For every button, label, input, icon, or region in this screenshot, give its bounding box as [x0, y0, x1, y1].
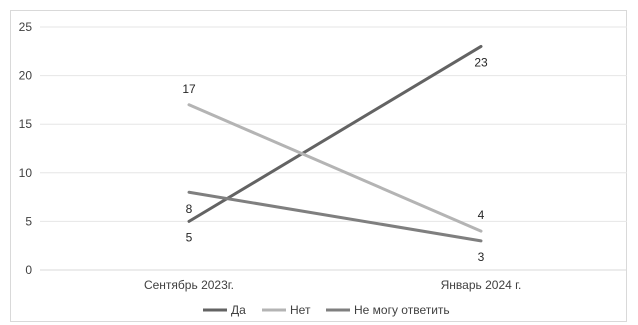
y-tick-label: 25 — [19, 20, 33, 34]
y-tick-label: 20 — [19, 69, 33, 83]
legend-label: Не могу ответить — [354, 303, 450, 317]
x-tick-label: Январь 2024 г. — [441, 278, 522, 292]
legend: Да Нет Не могу ответить — [203, 303, 450, 317]
data-label: 17 — [182, 82, 196, 96]
y-tick-label: 0 — [25, 263, 32, 277]
x-tick-label: Сентябрь 2023г. — [144, 278, 234, 292]
y-tick-label: 5 — [25, 214, 32, 228]
data-label: 8 — [186, 202, 193, 216]
x-axis-ticks: Сентябрь 2023г. Январь 2024 г. — [144, 278, 521, 292]
legend-label: Да — [231, 303, 246, 317]
data-label: 4 — [478, 208, 485, 222]
gridlines — [40, 26, 627, 271]
series-lines — [187, 44, 483, 243]
series-line — [187, 44, 483, 223]
series-line — [187, 190, 483, 243]
series-line — [187, 103, 483, 233]
data-label: 5 — [186, 230, 193, 244]
y-tick-label: 15 — [19, 117, 33, 131]
data-label: 23 — [474, 55, 488, 69]
legend-label: Нет — [290, 303, 311, 317]
data-label: 3 — [478, 250, 485, 264]
data-labels: 5 23 17 4 8 3 — [182, 55, 488, 263]
y-axis-ticks: 0 5 10 15 20 25 — [19, 20, 33, 277]
y-tick-label: 10 — [19, 166, 33, 180]
